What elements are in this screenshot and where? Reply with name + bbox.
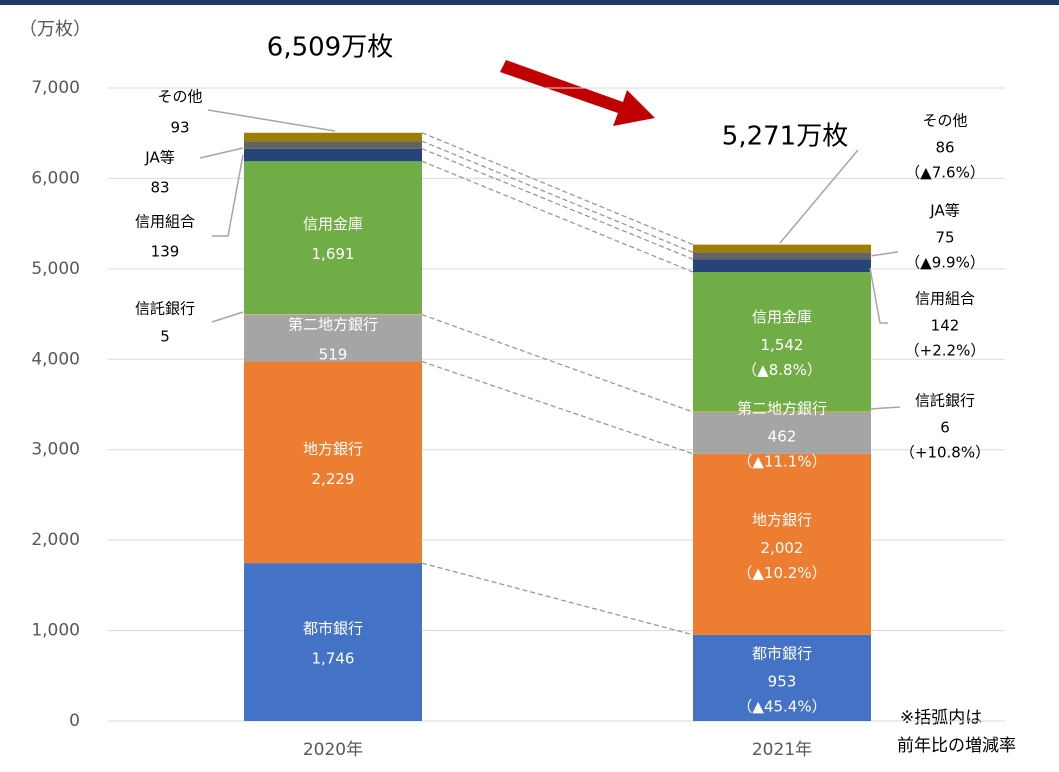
segment-name: 信用組合	[915, 290, 975, 308]
value-label: 2,002	[761, 539, 804, 557]
leader-line	[869, 267, 888, 324]
x-tick-label: 2021年	[752, 740, 812, 760]
y-tick-label: 6,000	[31, 168, 80, 188]
value-label: 1,691	[312, 245, 355, 263]
segment-name: その他	[157, 88, 202, 106]
y-tick-label: 0	[69, 711, 80, 731]
value-label: 6	[940, 419, 950, 437]
segment-name: 信託銀行	[135, 300, 195, 318]
connector	[421, 140, 694, 254]
value-label: 953	[768, 672, 797, 690]
connector	[421, 160, 694, 273]
change-label: （+10.8%）	[900, 444, 990, 462]
leader-line	[869, 406, 901, 410]
value-label: 1,542	[761, 336, 804, 354]
segment-name: 第二地方銀行	[288, 316, 378, 334]
segment-name: 都市銀行	[752, 644, 812, 662]
bar-segment	[244, 161, 422, 315]
change-label: （+2.2%）	[905, 342, 986, 360]
y-tick-label: 3,000	[31, 440, 80, 460]
leader-line	[207, 109, 336, 132]
connector	[421, 314, 694, 413]
y-tick-label: 2,000	[31, 530, 80, 550]
bar-segment	[244, 148, 422, 162]
value-label: 5	[160, 328, 170, 346]
total-label: 5,271万枚	[722, 122, 848, 152]
y-tick-label: 5,000	[31, 259, 80, 279]
value-label: 86	[935, 139, 954, 157]
value-label: 2,229	[312, 470, 355, 488]
value-label: 93	[170, 119, 189, 137]
bar-segment	[244, 314, 422, 362]
note: 前年比の増減率	[897, 736, 1016, 756]
arrow	[500, 60, 655, 126]
segment-name: 信用組合	[135, 213, 195, 231]
y-tick-label: 4,000	[31, 349, 80, 369]
connector	[421, 148, 694, 260]
change-label: （▲8.8%）	[742, 361, 822, 379]
total-label: 6,509万枚	[267, 33, 393, 63]
bar-segment	[244, 361, 422, 564]
connector	[421, 360, 694, 455]
top-band	[0, 0, 1059, 5]
segment-name: 信託銀行	[915, 392, 975, 410]
leader-line	[199, 147, 244, 159]
bar-segment	[693, 272, 871, 412]
x-tick-label: 2020年	[303, 740, 363, 760]
bar-segment	[693, 252, 871, 260]
segment-name: その他	[922, 112, 967, 130]
y-tick-label: 1,000	[31, 621, 80, 641]
leader-line	[211, 311, 244, 323]
bar-segment	[693, 453, 871, 635]
change-label: （▲45.4%）	[737, 697, 826, 715]
segment-name: 信用金庫	[303, 215, 363, 233]
value-label: 75	[935, 229, 954, 247]
bar-segment	[693, 412, 871, 454]
segment-name: 地方銀行	[752, 511, 812, 529]
segment-name: 地方銀行	[303, 440, 363, 458]
note: ※括弧内は	[900, 708, 982, 728]
leader-line	[212, 154, 244, 237]
value-label: 1,746	[312, 650, 355, 668]
segment-name: JA等	[144, 149, 174, 167]
connector	[421, 132, 694, 246]
segment-name: 信用金庫	[752, 308, 812, 326]
y-unit: （万枚）	[19, 19, 91, 40]
leader-line	[869, 251, 899, 257]
y-tick-label: 7,000	[31, 78, 80, 98]
change-label: （▲11.1%）	[737, 452, 826, 470]
bar-segment	[244, 141, 422, 149]
bar-segment	[244, 563, 422, 721]
change-label: （▲7.6%）	[905, 164, 985, 182]
bar-segment	[693, 634, 871, 721]
segment-name: 都市銀行	[303, 620, 363, 638]
change-label: （▲9.9%）	[905, 254, 985, 272]
value-label: 142	[931, 317, 960, 335]
bar-segment	[693, 411, 871, 413]
leader-line	[779, 149, 859, 244]
bar-segment	[244, 132, 422, 142]
value-label: 462	[768, 427, 797, 445]
value-label: 139	[151, 243, 180, 261]
value-label: 83	[150, 179, 169, 197]
connector	[421, 562, 694, 636]
change-label: （▲10.2%）	[737, 564, 826, 582]
value-label: 519	[319, 346, 348, 364]
segment-name: 第二地方銀行	[737, 399, 827, 417]
bar-segment	[693, 244, 871, 253]
bar-segment	[693, 259, 871, 273]
segment-name: JA等	[929, 202, 959, 220]
